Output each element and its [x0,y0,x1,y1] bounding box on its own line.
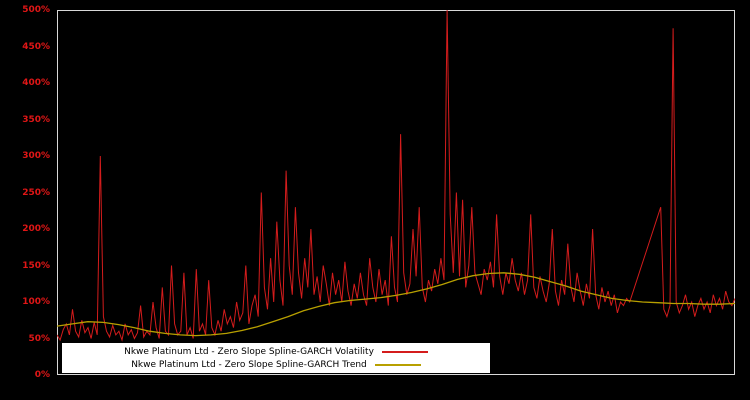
legend-label-volatility: Nkwe Platinum Ltd - Zero Slope Spline-GA… [124,346,374,357]
y-axis-tick-label: 100% [22,297,50,307]
plot-frame [57,10,735,375]
y-axis-tick-label: 350% [22,114,50,125]
chart-legend: Nkwe Platinum Ltd - Zero Slope Spline-GA… [62,343,490,373]
plot-area [57,10,735,375]
y-axis-tick-label: 50% [28,333,50,344]
y-axis-tick-label: 450% [22,41,50,52]
legend-label-trend: Nkwe Platinum Ltd - Zero Slope Spline-GA… [131,359,367,370]
y-axis-tick-label: 500% [22,5,50,15]
volatility-line-sample [381,350,428,353]
volatility-line [57,10,735,342]
y-axis-tick-label: 150% [22,260,50,271]
y-axis-tick-label: 400% [22,78,50,88]
y-axis-tick-label: 200% [22,224,50,234]
y-axis-tick-label: 0% [34,370,50,380]
y-axis-tick-label: 300% [22,151,50,161]
legend-row-trend: Nkwe Platinum Ltd - Zero Slope Spline-GA… [62,358,490,371]
trend-line [57,272,735,337]
trend-line-sample [374,363,421,366]
y-axis-tick-label: 250% [22,187,50,198]
legend-row-volatility: Nkwe Platinum Ltd - Zero Slope Spline-GA… [62,345,490,358]
